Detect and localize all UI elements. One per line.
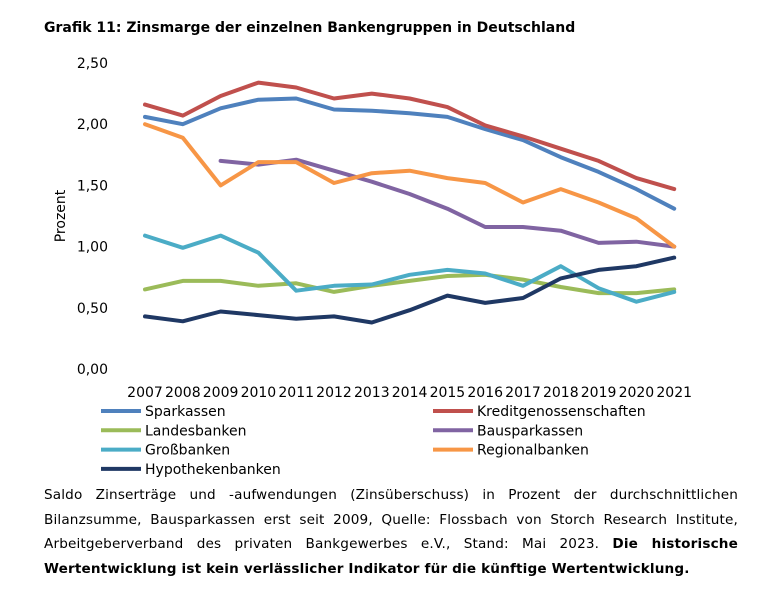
y-tick-label: 2,50 (77, 56, 108, 72)
series-lines (143, 80, 677, 325)
y-tick-label: 2,00 (77, 117, 108, 133)
series-line-kreditgenossenschaften (143, 80, 677, 192)
series-line-bausparkassen (218, 157, 677, 249)
chart-title: Grafik 11: Zinsmarge der einzelnen Banke… (44, 20, 576, 36)
legend-label-regionalbanken: Regionalbanken (477, 443, 589, 459)
x-tick-label: 2010 (241, 385, 277, 401)
y-axis-label: Prozent (53, 189, 69, 242)
x-tick-label: 2016 (467, 385, 503, 401)
series-line-grossbanken (143, 233, 677, 304)
legend-label-hypothekenbanken: Hypothekenbanken (145, 462, 281, 478)
x-axis: 2007 2008 2009 2010 2011 2012 2013 2014 2015 2016… (127, 385, 692, 401)
series-line-landesbanken (143, 272, 677, 296)
y-axis: 0,00 0,50 1,00 1,50 2,00 2,50 (77, 56, 108, 378)
y-tick-label: 1,00 (77, 240, 108, 256)
x-tick-label: 2009 (203, 385, 239, 401)
legend-label-sparkassen: Sparkassen (145, 404, 226, 420)
y-tick-label: 0,50 (77, 301, 108, 317)
legend: Sparkassen Kreditgenossenschaften Landesba… (101, 404, 646, 478)
series-line-hypothekenbanken (143, 255, 677, 325)
x-tick-label: 2018 (543, 385, 579, 401)
y-tick-label: 1,50 (77, 178, 108, 194)
caption-text: Saldo Zinserträge und -aufwendungen (Zin… (44, 487, 738, 552)
y-tick-label: 0,00 (77, 362, 108, 378)
caption-disclaimer: Die historische Wertentwicklung ist kein… (44, 536, 738, 577)
caption: Saldo Zinserträge und -aufwendungen (Zin… (44, 483, 738, 581)
x-tick-label: 2019 (581, 385, 617, 401)
x-tick-label: 2020 (619, 385, 655, 401)
x-tick-label: 2015 (430, 385, 466, 401)
legend-label-grossbanken: Großbanken (145, 443, 230, 459)
x-tick-label: 2008 (165, 385, 201, 401)
legend-label-kreditgenossenschaften: Kreditgenossenschaften (477, 404, 646, 420)
x-tick-label: 2007 (127, 385, 163, 401)
series-line-regionalbanken (143, 122, 677, 249)
x-tick-label: 2017 (505, 385, 541, 401)
x-tick-label: 2013 (354, 385, 390, 401)
series-line-sparkassen (143, 96, 677, 211)
line-chart: 0,000,501,001,502,002,50 Prozent 2007 200… (53, 56, 692, 478)
x-tick-label: 2011 (278, 385, 314, 401)
x-tick-label: 2014 (392, 385, 428, 401)
x-tick-label: 2021 (656, 385, 692, 401)
x-tick-label: 2012 (316, 385, 352, 401)
legend-label-landesbanken: Landesbanken (145, 423, 246, 439)
legend-label-bausparkassen: Bausparkassen (477, 423, 583, 439)
